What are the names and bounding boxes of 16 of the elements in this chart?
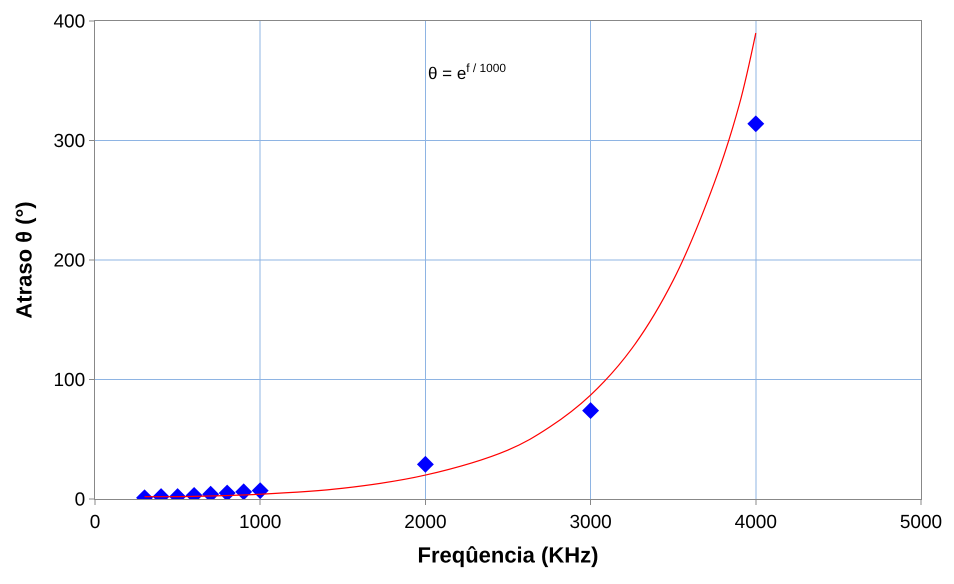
x-axis-title: Freqûencia (KHz) [418, 542, 598, 568]
x-tick-label: 3000 [569, 512, 612, 533]
x-tick-label: 0 [90, 512, 100, 533]
y-tick-label: 300 [53, 131, 86, 152]
y-tick-label: 400 [53, 12, 86, 33]
x-tick-label: 5000 [900, 512, 942, 533]
point [235, 483, 252, 499]
x-tick-label: 1000 [239, 512, 282, 533]
y-tick-label: 100 [53, 370, 86, 392]
y-tick-label: 200 [53, 250, 86, 272]
annotation: θ = e$^{f / 1000}$ [428, 61, 506, 84]
x-tick-label: 2000 [404, 512, 447, 533]
y-tick-label: 0 [74, 490, 86, 511]
x-tick-label: 4000 [734, 512, 777, 533]
y-axis-title: Atraso θ (°) [11, 201, 36, 319]
point [747, 115, 764, 132]
